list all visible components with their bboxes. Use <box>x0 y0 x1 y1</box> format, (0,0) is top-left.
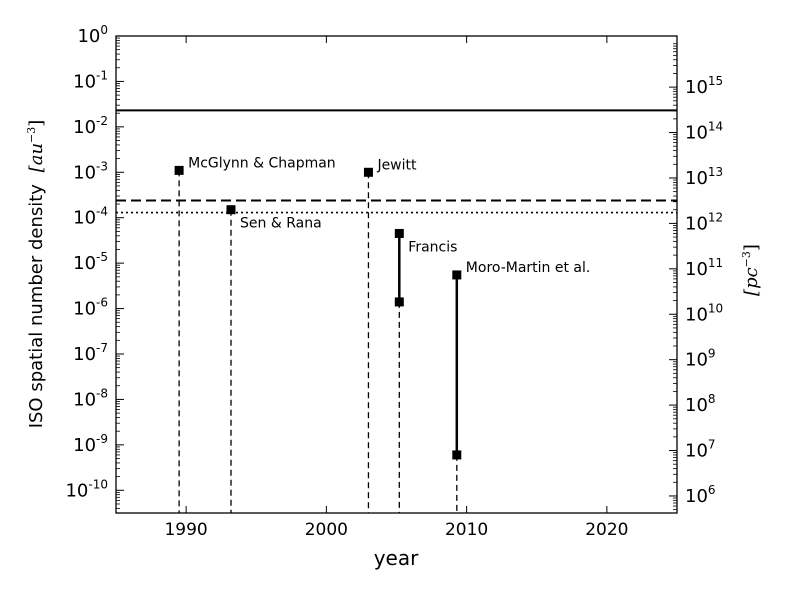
y-axis-title-text: ISO spatial number density <box>26 184 47 429</box>
data-point <box>363 167 373 177</box>
y-tick-label: 10-1 <box>73 68 108 92</box>
y-axis-unit-exp: −3 <box>25 127 38 143</box>
y-axis-unit: [au <box>26 143 47 172</box>
data-point <box>452 270 462 280</box>
plot-frame <box>115 35 678 514</box>
y2-tick-label: 1013 <box>685 165 723 189</box>
y-tick-label: 10-10 <box>65 477 108 501</box>
y-tick-label: 10-2 <box>73 114 108 138</box>
y-tick-label: 100 <box>77 23 108 47</box>
y2-tick-label: 1015 <box>685 74 723 98</box>
y-tick-label: 10-5 <box>73 250 108 274</box>
data-point <box>174 165 184 175</box>
series-label: Jewitt <box>376 157 417 173</box>
y2-tick-label: 1012 <box>685 210 723 234</box>
y-tick-label: 10-9 <box>73 432 108 456</box>
data-point <box>394 297 404 307</box>
y2-axis-title: [pc−3] <box>740 244 762 296</box>
data-point <box>452 450 462 460</box>
y2-tick-label: 109 <box>685 347 716 371</box>
x-tick-label: 1990 <box>164 520 207 540</box>
y2-tick-label: 107 <box>685 438 716 462</box>
series-label: McGlynn & Chapman <box>188 155 336 171</box>
y-tick-label: 10-3 <box>73 159 108 183</box>
data-point <box>226 205 236 215</box>
y-tick-label: 10-8 <box>73 386 108 410</box>
y-tick-label: 10-4 <box>73 205 108 229</box>
y2-tick-label: 1010 <box>685 301 723 325</box>
y2-axis-unit: [pc <box>741 267 762 296</box>
y2-axis-unit-exp: −3 <box>740 251 753 267</box>
y-axis-unit-close: ] <box>26 120 47 127</box>
y-tick-label: 10-6 <box>73 296 108 320</box>
y-axis-title: ISO spatial number density [au−3] <box>25 120 47 429</box>
series-label: Moro-Martin et al. <box>466 260 591 276</box>
y-tick-label: 10-7 <box>73 341 108 365</box>
data-point <box>394 228 404 238</box>
x-tick-label: 2010 <box>445 520 488 540</box>
x-tick-label: 2000 <box>305 520 348 540</box>
y2-tick-label: 106 <box>685 483 716 507</box>
y2-tick-label: 1014 <box>685 120 723 144</box>
plot-layer: McGlynn & Chapman Sen & Rana Jewitt Francis… <box>116 109 677 513</box>
y2-tick-label: 108 <box>685 392 716 416</box>
y2-tick-label: 1011 <box>685 256 723 280</box>
series-label: Francis <box>408 239 457 255</box>
ticks-layer: 1990 2000 2010 2020 100 10-1 10-2 10-3 10-4 10-5 1… <box>65 23 723 540</box>
series-label: Sen & Rana <box>240 216 322 232</box>
y2-axis-unit-close: ] <box>741 244 762 251</box>
x-axis-title: year <box>374 546 419 570</box>
x-tick-label: 2020 <box>585 520 628 540</box>
